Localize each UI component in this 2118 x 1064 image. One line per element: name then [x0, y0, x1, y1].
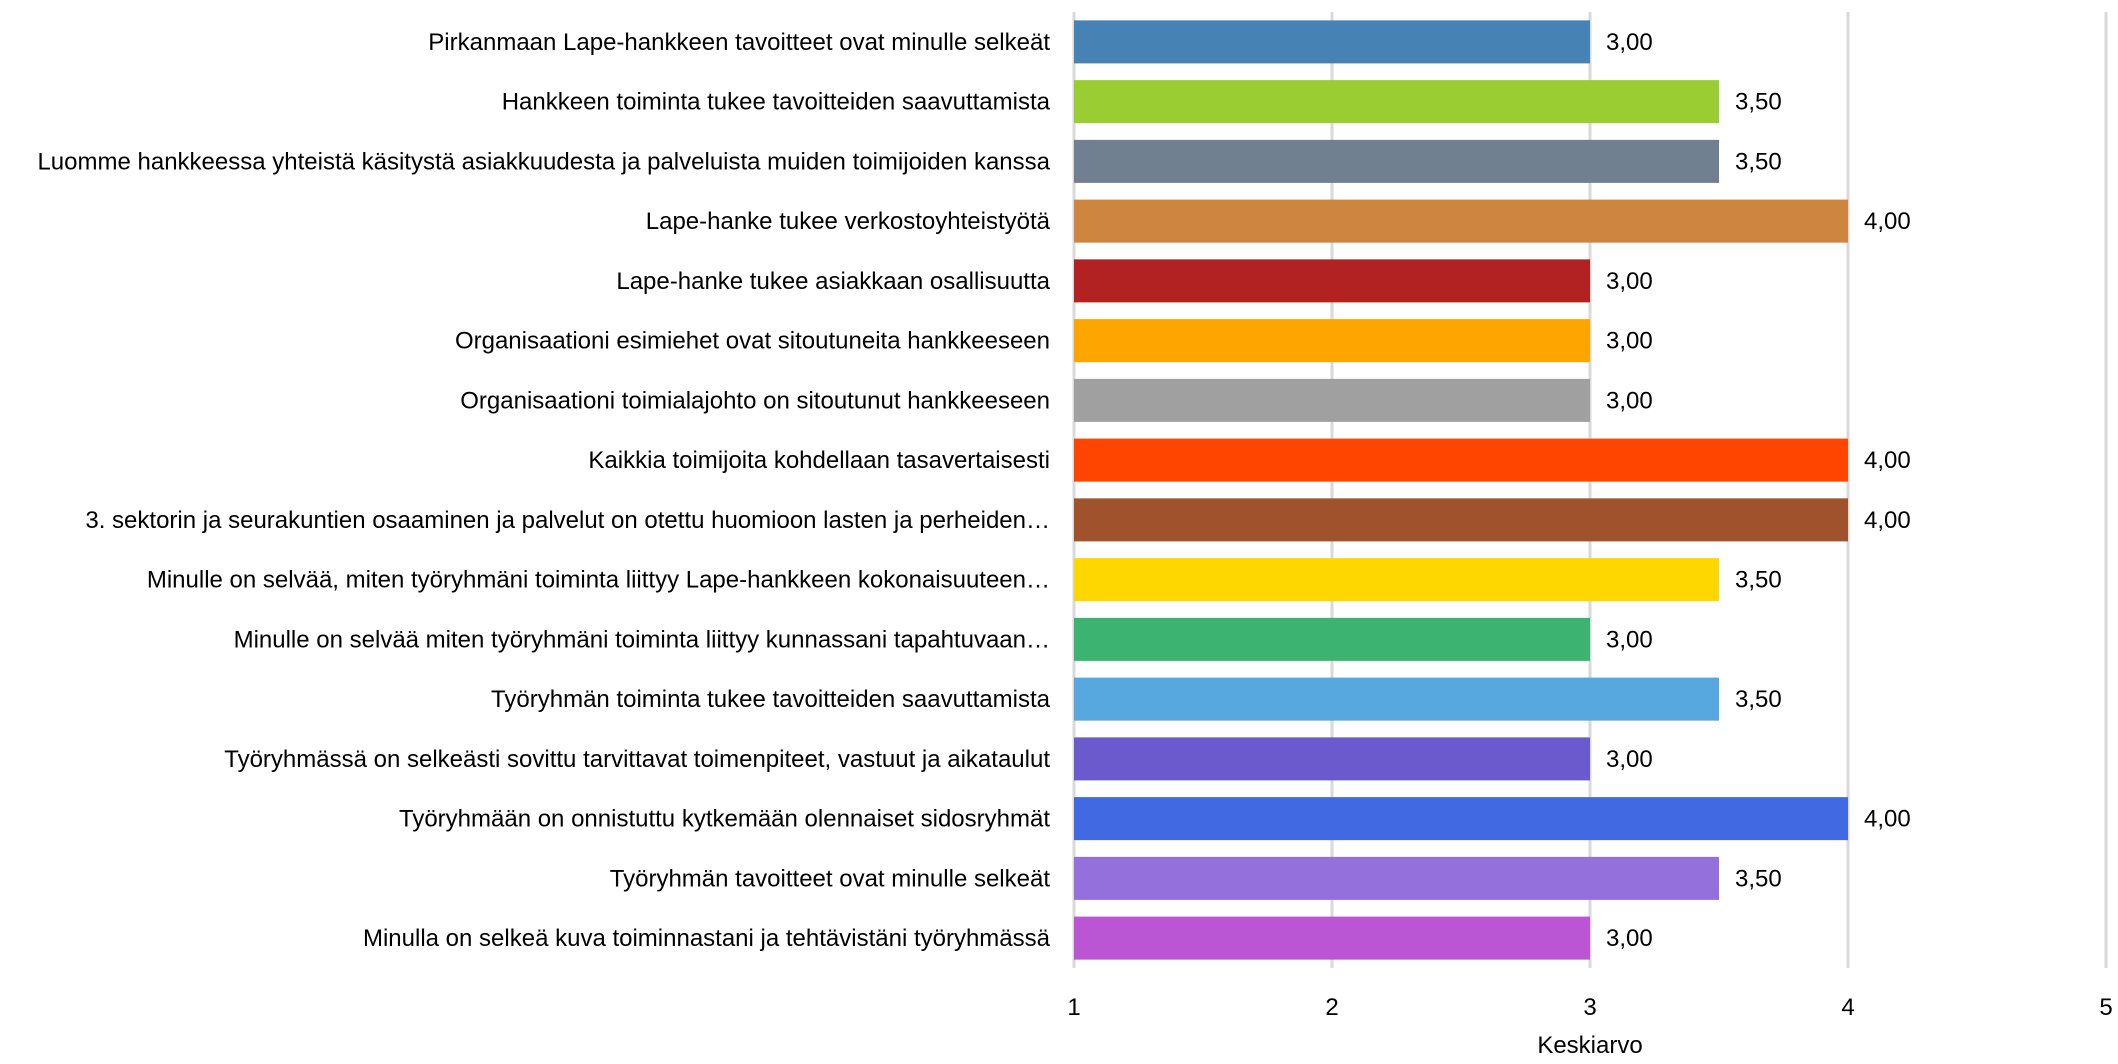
value-label: 3,00: [1606, 626, 1653, 653]
bar: [1074, 438, 1848, 482]
bars: [1074, 20, 1848, 960]
category-label: Työryhmän toiminta tukee tavoitteiden sa…: [491, 686, 1051, 713]
value-label: 4,00: [1864, 507, 1911, 534]
bar: [1074, 856, 1719, 900]
bar: [1074, 199, 1848, 243]
value-label: 3,50: [1735, 89, 1782, 116]
value-label: 3,50: [1735, 686, 1782, 713]
value-label: 3,50: [1735, 567, 1782, 594]
value-label: 3,00: [1606, 29, 1653, 56]
bar: [1074, 139, 1719, 183]
x-tick-label: 1: [1067, 994, 1080, 1021]
value-label: 4,00: [1864, 208, 1911, 235]
bar: [1074, 737, 1590, 781]
category-label: Työryhmässä on selkeästi sovittu tarvitt…: [224, 746, 1050, 773]
value-label: 3,00: [1606, 387, 1653, 414]
x-tick-label: 5: [2099, 994, 2112, 1021]
value-label: 3,00: [1606, 925, 1653, 952]
bar: [1074, 259, 1590, 303]
category-label: Organisaationi esimiehet ovat sitoutunei…: [455, 328, 1050, 355]
category-label: Lape-hanke tukee asiakkaan osallisuutta: [616, 268, 1050, 295]
bar: [1074, 617, 1590, 661]
category-label: Lape-hanke tukee verkostoyhteistyötä: [646, 208, 1051, 235]
category-label: Minulle on selvää miten työryhmäni toimi…: [234, 626, 1050, 653]
value-label: 3,50: [1735, 148, 1782, 175]
x-axis-title: Keskiarvo: [1537, 1032, 1642, 1059]
bar: [1074, 20, 1590, 64]
category-labels: Pirkanmaan Lape-hankkeen tavoitteet ovat…: [37, 29, 1050, 952]
category-label: Minulla on selkeä kuva toiminnastani ja …: [363, 925, 1051, 952]
value-label: 4,00: [1864, 447, 1911, 474]
category-label: Organisaationi toimialajohto on sitoutun…: [460, 387, 1050, 414]
x-tick-labels: 1 2 3 4 5: [1067, 994, 2112, 1021]
value-label: 3,00: [1606, 328, 1653, 355]
category-label: Minulle on selvää, miten työryhmäni toim…: [147, 567, 1050, 594]
x-tick-label: 3: [1583, 994, 1596, 1021]
bar: [1074, 916, 1590, 960]
bar: [1074, 677, 1719, 721]
value-labels: 3,00 3,50 3,50 4,00 3,00 3,00 3,00 4,00 4,00 3,50…: [1606, 29, 1911, 952]
category-label: Kaikkia toimijoita kohdellaan tasavertai…: [588, 447, 1050, 474]
x-tick-label: 4: [1841, 994, 1854, 1021]
category-label: Työryhmään on onnistuttu kytkemään olenn…: [399, 806, 1050, 833]
bar: [1074, 797, 1848, 841]
value-label: 4,00: [1864, 806, 1911, 833]
category-label: Työryhmän tavoitteet ovat minulle selkeä…: [610, 865, 1051, 892]
bar: [1074, 80, 1719, 124]
category-label: Pirkanmaan Lape-hankkeen tavoitteet ovat…: [428, 29, 1050, 56]
value-label: 3,50: [1735, 865, 1782, 892]
value-label: 3,00: [1606, 746, 1653, 773]
bar: [1074, 319, 1590, 363]
category-label: Hankkeen toiminta tukee tavoitteiden saa…: [502, 89, 1051, 116]
x-tick-label: 2: [1325, 994, 1338, 1021]
bar: [1074, 498, 1848, 542]
bar: [1074, 378, 1590, 422]
category-label: 3. sektorin ja seurakuntien osaaminen ja…: [85, 507, 1050, 534]
value-label: 3,00: [1606, 268, 1653, 295]
bar: [1074, 558, 1719, 602]
category-label: Luomme hankkeessa yhteistä käsitystä asi…: [37, 148, 1050, 175]
